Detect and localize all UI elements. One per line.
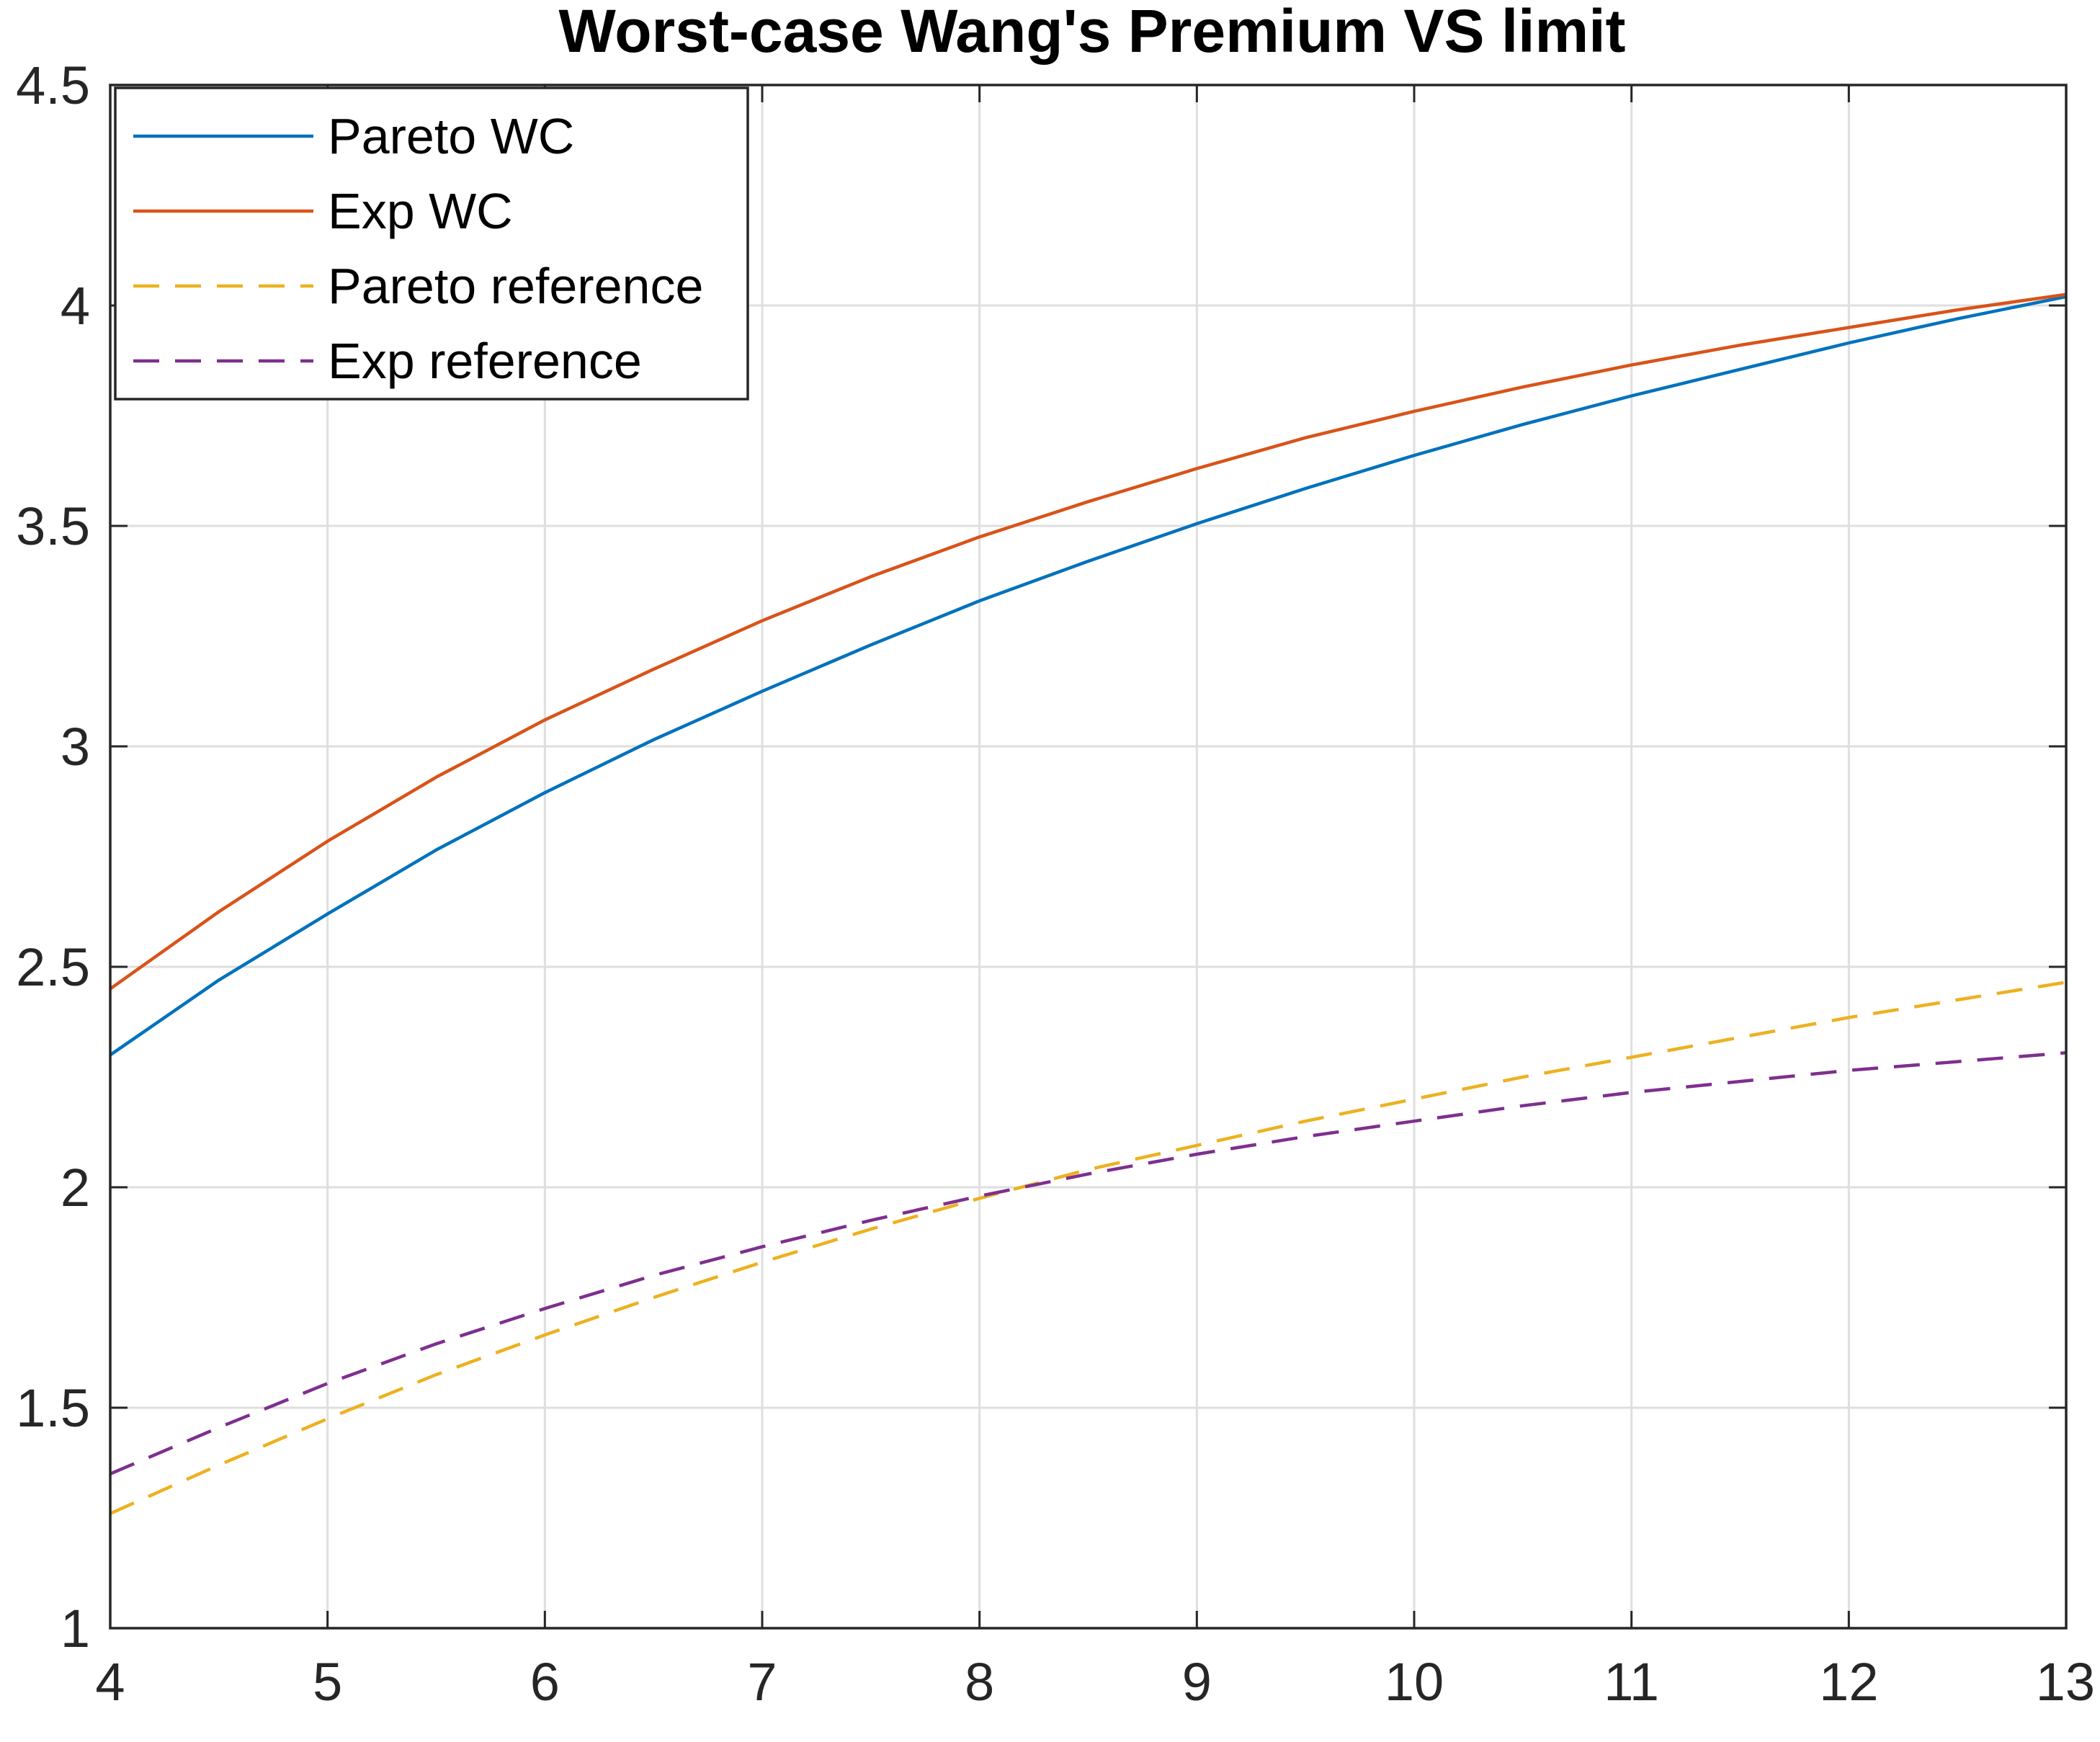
y-tick-label: 2.5: [16, 937, 90, 997]
grid-lines: [110, 85, 2066, 1628]
legend-label-2: Exp WC: [328, 183, 513, 239]
tick-labels: 4 5 6 7 8 9 10 11 12 13 1 1.5 2 2.5 3 3.5 4 4.5: [16, 55, 2095, 1712]
legend-box: [114, 86, 749, 401]
y-tick-label: 3.5: [16, 496, 90, 556]
x-tick-label: 6: [530, 1652, 560, 1712]
legend-label-4: Exp reference: [328, 333, 642, 389]
y-tick-label: 4.5: [16, 55, 90, 115]
y-tick-label: 1.5: [16, 1378, 90, 1438]
x-tick-label: 5: [313, 1652, 342, 1712]
y-tick-label: 3: [61, 717, 90, 777]
series-line-4: [110, 1051, 2067, 1475]
chart-title: Worst-case Wang's Premium VS limit: [558, 0, 1625, 65]
legend-label-3: Pareto reference: [328, 258, 703, 314]
x-tick-label: 10: [1385, 1652, 1444, 1712]
y-tick-label: 4: [61, 276, 90, 336]
series-line-2: [109, 292, 2067, 991]
series-line-3: [110, 981, 2067, 1515]
axes: [109, 84, 2068, 1630]
series-line-1: [109, 295, 2067, 1057]
x-tick-label: 9: [1182, 1652, 1212, 1712]
x-tick-label: 7: [747, 1652, 777, 1712]
axes-box: [109, 84, 2068, 1630]
x-tick-label: 11: [1604, 1652, 1659, 1712]
legend: Pareto WC Exp WC Pareto reference Exp refer…: [114, 86, 749, 401]
x-tick-label: 13: [2036, 1652, 2095, 1712]
x-tick-label: 8: [965, 1652, 994, 1712]
x-tick-label: 4: [95, 1652, 125, 1712]
x-tick-label: 12: [1819, 1652, 1878, 1712]
legend-label-1: Pareto WC: [328, 108, 574, 164]
series-layer: [109, 292, 2067, 1515]
y-tick-label: 1: [61, 1599, 90, 1658]
y-tick-label: 2: [61, 1158, 90, 1218]
